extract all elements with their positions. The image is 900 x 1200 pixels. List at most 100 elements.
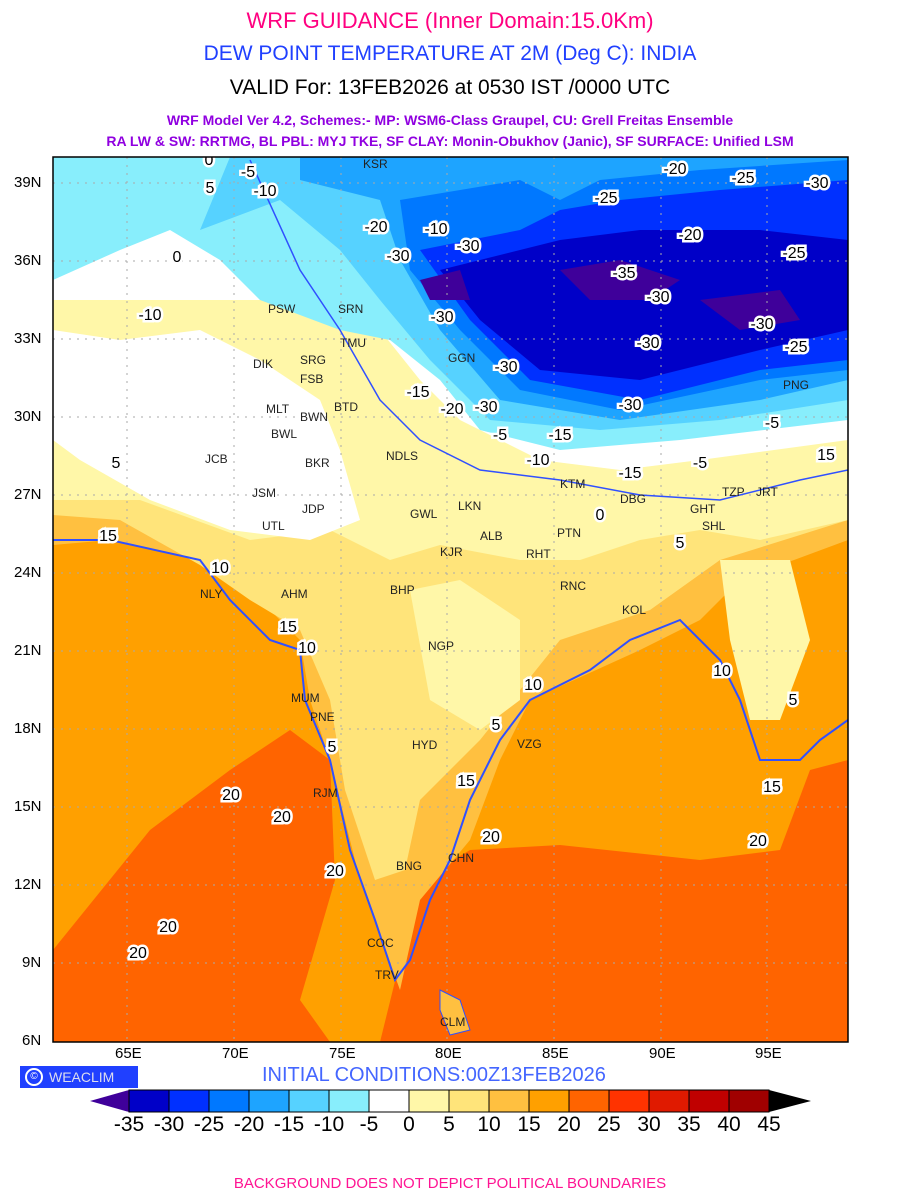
title-valid-time: VALID For: 13FEB2026 at 0530 IST /0000 U… bbox=[229, 76, 671, 99]
colorbar-label: -10 bbox=[313, 1113, 345, 1136]
contour-label: 15 bbox=[817, 447, 835, 464]
contour-label: -5 bbox=[693, 455, 707, 472]
title-model-schemes: WRF Model Ver 4.2, Schemes:- MP: WSM6-Cl… bbox=[166, 112, 734, 128]
city-label: UTL bbox=[262, 519, 285, 533]
city-label: BWN bbox=[300, 410, 328, 424]
contour-label: -15 bbox=[618, 465, 641, 482]
copyright-icon: © bbox=[25, 1068, 43, 1086]
contour-label: -5 bbox=[765, 415, 779, 432]
contour-label: 5 bbox=[206, 180, 215, 197]
lon-label: 95E bbox=[755, 1045, 782, 1062]
colorbar-swatch bbox=[688, 1089, 730, 1113]
colorbar-label: -35 bbox=[113, 1113, 145, 1136]
contour-label: -10 bbox=[424, 221, 447, 238]
weaclim-logo: © WEACLIM bbox=[20, 1066, 138, 1088]
city-label: DBG bbox=[620, 492, 646, 506]
contour-label: 20 bbox=[482, 829, 500, 846]
colorbar-label: 20 bbox=[557, 1113, 581, 1136]
city-label: MLT bbox=[266, 402, 290, 416]
city-label: LKN bbox=[458, 499, 481, 513]
colorbar-swatch bbox=[608, 1089, 650, 1113]
colorbar-label: -5 bbox=[359, 1113, 379, 1136]
contour-label: 5 bbox=[789, 692, 798, 709]
city-label: VZG bbox=[517, 737, 542, 751]
city-label: MUM bbox=[291, 691, 320, 705]
title-variable: DEW POINT TEMPERATURE AT 2M (Deg C): IND… bbox=[203, 42, 697, 65]
city-label: ALB bbox=[480, 529, 503, 543]
myanmar-0-5 bbox=[720, 560, 810, 720]
city-label: BNG bbox=[396, 859, 422, 873]
lat-label: 36N bbox=[14, 252, 42, 269]
colorbar-swatch bbox=[568, 1089, 610, 1113]
city-label: GHT bbox=[690, 502, 716, 516]
city-label: KJR bbox=[440, 545, 463, 559]
contour-label: -30 bbox=[805, 175, 828, 192]
lon-label: 75E bbox=[329, 1045, 356, 1062]
logo-text: WEACLIM bbox=[49, 1069, 115, 1085]
city-label: GWL bbox=[410, 507, 438, 521]
title-model: WRF GUIDANCE (Inner Domain:15.0Km) bbox=[246, 8, 654, 33]
contour-label: -10 bbox=[526, 452, 549, 469]
contour-label: -30 bbox=[456, 238, 479, 255]
contour-label: 20 bbox=[129, 945, 147, 962]
colorbar-swatch bbox=[488, 1089, 530, 1113]
city-label: AHM bbox=[281, 587, 308, 601]
contour-label: 5 bbox=[328, 739, 337, 756]
lon-label: 90E bbox=[649, 1045, 676, 1062]
colorbar-swatch bbox=[328, 1089, 370, 1113]
city-label: NDLS bbox=[386, 449, 418, 463]
colorbar-label: -25 bbox=[193, 1113, 225, 1136]
city-label: BWL bbox=[271, 427, 297, 441]
city-label: NLY bbox=[200, 587, 222, 601]
city-label: JSM bbox=[252, 486, 276, 500]
contour-label: 15 bbox=[99, 528, 117, 545]
colorbar-label: 25 bbox=[597, 1113, 621, 1136]
contour-label: 20 bbox=[273, 809, 291, 826]
lat-label: 30N bbox=[14, 408, 42, 425]
colorbar-swatch bbox=[208, 1089, 250, 1113]
city-label: SRN bbox=[338, 302, 363, 316]
city-label: JRT bbox=[756, 485, 778, 499]
contour-label: -5 bbox=[241, 164, 255, 181]
colorbar-label: 15 bbox=[517, 1113, 541, 1136]
city-label: CHN bbox=[448, 851, 474, 865]
city-label: TMU bbox=[340, 336, 366, 350]
colorbar-label: 35 bbox=[677, 1113, 701, 1136]
city-label: BKR bbox=[305, 456, 330, 470]
city-label: PSW bbox=[268, 302, 296, 316]
lat-label: 33N bbox=[14, 330, 42, 347]
lat-label: 15N bbox=[14, 798, 42, 815]
city-label: DIK bbox=[253, 357, 273, 371]
city-label: PNE bbox=[310, 710, 335, 724]
title-physics-schemes: RA LW & SW: RRTMG, BL PBL: MYJ TKE, SF C… bbox=[106, 133, 794, 149]
zone-minus35-minus30 bbox=[440, 230, 848, 380]
contour-labels: -20 -25 -30 -15 -10 -5 -20 -10 -30 -35 -30 -30 -30 -2… bbox=[97, 157, 838, 965]
colorbar-swatch bbox=[448, 1089, 490, 1113]
colorbar-swatch bbox=[168, 1089, 210, 1113]
colorbar-label: -20 bbox=[233, 1113, 265, 1136]
contour-label: 0 bbox=[173, 249, 182, 266]
city-label: JCB bbox=[205, 452, 228, 466]
contour-label: -30 bbox=[474, 399, 497, 416]
initial-conditions: INITIAL CONDITIONS:00Z13FEB2026 bbox=[262, 1064, 606, 1086]
city-label: TRV bbox=[375, 968, 399, 982]
contour-label: 10 bbox=[713, 663, 731, 680]
lat-label: 12N bbox=[14, 876, 42, 893]
colorbar-label: 45 bbox=[757, 1113, 781, 1136]
city-label: RNC bbox=[560, 579, 586, 593]
lon-label: 65E bbox=[115, 1045, 142, 1062]
colorbar-label: -30 bbox=[153, 1113, 185, 1136]
contour-label: 15 bbox=[457, 773, 475, 790]
colorbar-swatch bbox=[368, 1089, 410, 1113]
contour-label: -20 bbox=[364, 219, 387, 236]
contour-label: -30 bbox=[750, 316, 773, 333]
city-label: GGN bbox=[448, 351, 475, 365]
lat-label: 9N bbox=[22, 954, 42, 971]
contour-label: 10 bbox=[298, 640, 316, 657]
colorbar-over-arrow bbox=[769, 1090, 811, 1112]
contour-label: 20 bbox=[749, 833, 767, 850]
city-label: COC bbox=[367, 936, 394, 950]
contour-label: 5 bbox=[112, 455, 121, 472]
contour-label: 10 bbox=[524, 677, 542, 694]
contour-label: -20 bbox=[440, 401, 463, 418]
